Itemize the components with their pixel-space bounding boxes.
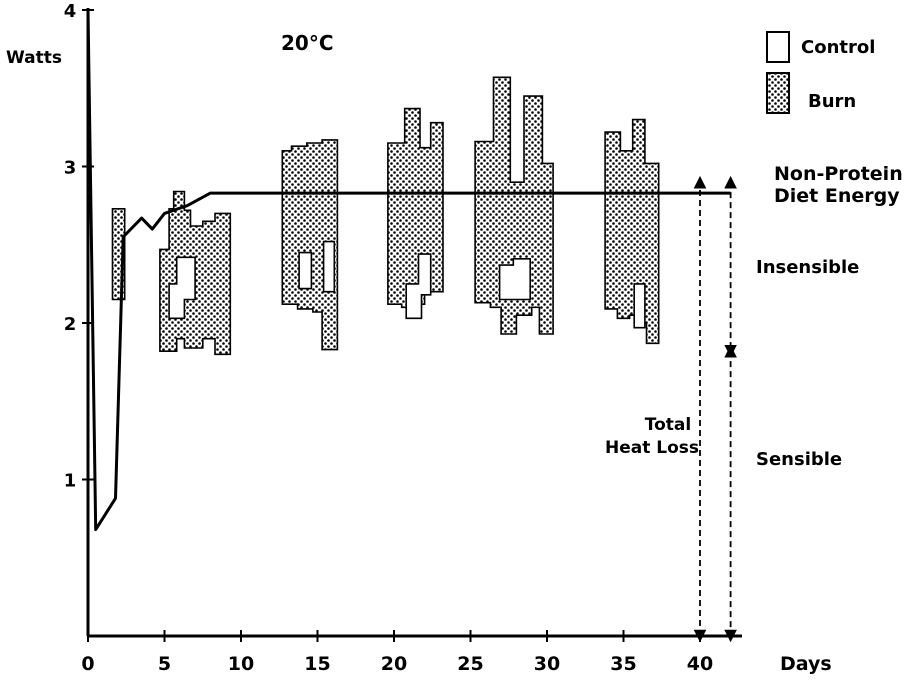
arrows-layer [693,175,737,643]
x-ticks: 0 5 10 15 20 25 30 35 40 [81,630,713,675]
burn-block-5 [474,76,554,335]
diet-energy-label-line2: Diet Energy [774,185,900,207]
legend-burn-label: Burn [808,91,856,112]
control-blocks-layer [168,240,646,329]
x-tick-label-0: 0 [81,653,94,675]
burn-blocks-layer [111,76,660,356]
y-tick-label-1: 1 [64,471,77,492]
total-label-line2: Heat Loss [605,438,699,458]
diet-energy-label-line1: Non-Protein [774,163,903,185]
diet-energy-line [86,9,731,532]
temperature-label: 20°C [281,31,334,55]
control-block-1 [168,256,196,320]
y-tick-label-4: 4 [64,1,77,22]
burn-block-4 [387,107,444,309]
y-tick-label-3: 3 [64,158,77,179]
y-ticks: 1 2 3 4 [64,1,94,492]
control-block-3 [322,240,336,293]
y-tick-label-2: 2 [64,314,77,335]
diet-energy-layer [86,9,731,532]
burn-block-6 [604,118,660,345]
insensible-label: Insensible [756,257,859,278]
x-tick-label-20: 20 [381,653,407,675]
y-axis-label: Watts [6,48,62,68]
legend-control-swatch [766,31,790,63]
x-tick-label-5: 5 [158,653,171,675]
control-block-2 [298,251,313,290]
legend-burn-swatch [766,72,790,114]
x-tick-label-30: 30 [534,653,560,675]
x-tick-label-10: 10 [228,653,254,675]
control-block-4 [405,253,432,320]
x-tick-label-15: 15 [304,653,330,675]
control-block-6 [633,283,646,329]
legend-control-label: Control [801,37,875,58]
x-tick-label-25: 25 [457,653,483,675]
sensible-label: Sensible [756,449,842,470]
x-tick-label-35: 35 [610,653,636,675]
x-tick-label-40: 40 [687,653,713,675]
total-label-line1: Total [645,415,691,435]
control-block-5 [498,257,532,301]
x-axis-label: Days [780,653,832,675]
